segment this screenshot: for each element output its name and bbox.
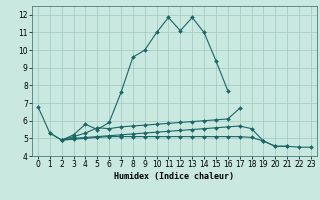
X-axis label: Humidex (Indice chaleur): Humidex (Indice chaleur) xyxy=(115,172,234,181)
